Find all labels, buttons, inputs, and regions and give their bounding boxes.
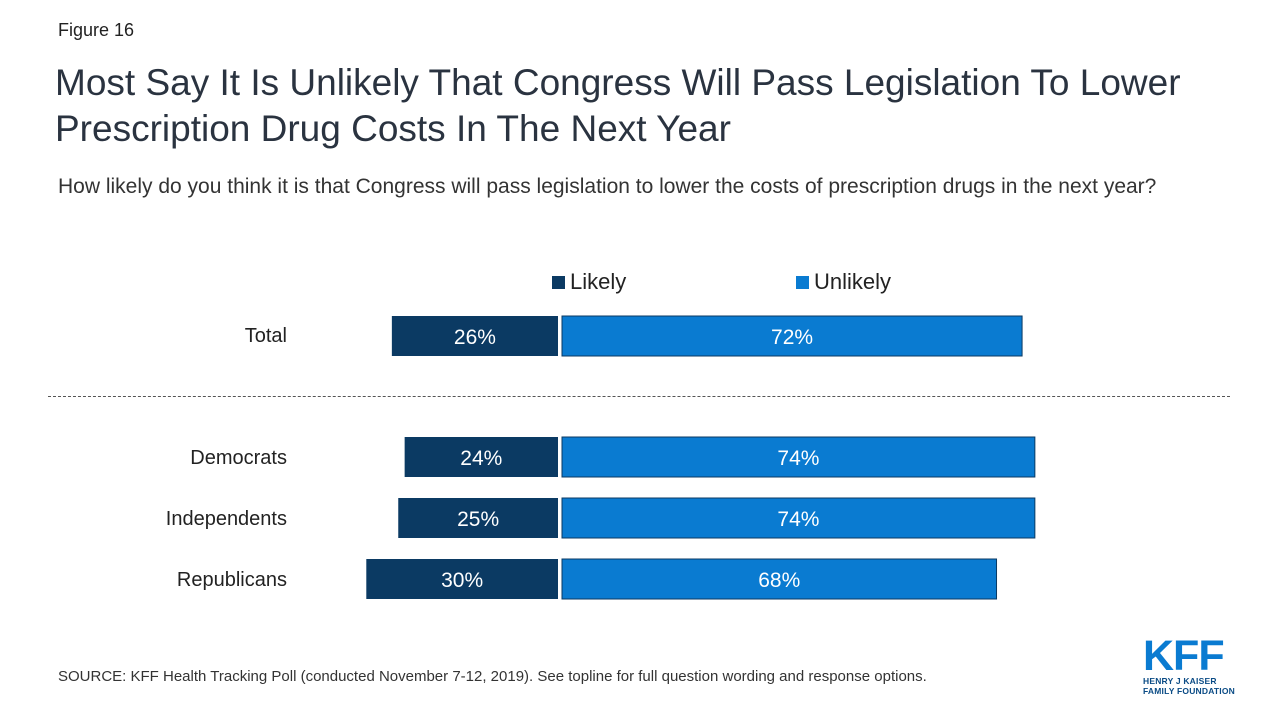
logo-mark: KFF xyxy=(1143,632,1225,680)
legend-item-likely: Likely xyxy=(552,269,626,295)
label-unlikely-republicans: 68% xyxy=(758,569,800,592)
legend-item-unlikely: Unlikely xyxy=(796,269,891,295)
figure-label: Figure 16 xyxy=(58,20,135,40)
logo-line-1: HENRY J KAISER xyxy=(1143,676,1217,686)
legend: Likely Unlikely xyxy=(0,269,1280,299)
label-likely-democrats: 24% xyxy=(460,447,502,470)
kff-logo: KFF HENRY J KAISER FAMILY FOUNDATION xyxy=(1143,632,1238,698)
label-likely-independents: 25% xyxy=(457,508,499,531)
bar-unlikely-total xyxy=(561,315,1023,357)
bar-likely-independents xyxy=(398,498,558,538)
bar-unlikely-democrats xyxy=(561,436,1036,478)
label-likely-republicans: 30% xyxy=(441,569,483,592)
legend-swatch-likely xyxy=(552,275,565,289)
legend-label-likely: Likely xyxy=(570,269,627,294)
row-label-democrats: Democrats xyxy=(190,447,287,469)
label-likely-total: 26% xyxy=(454,326,496,349)
row-label-total: Total xyxy=(244,325,287,347)
group-divider xyxy=(48,396,1230,397)
bar-unlikely-independents xyxy=(561,497,1036,539)
bar-likely-republicans xyxy=(366,559,558,599)
chart-title: Most Say It Is Unlikely That Congress Wi… xyxy=(55,62,1181,149)
chart-subtitle: How likely do you think it is that Congr… xyxy=(58,175,1157,198)
row-label-republicans: Republicans xyxy=(176,569,287,591)
legend-swatch-unlikely xyxy=(796,275,809,289)
bar-likely-democrats xyxy=(404,437,558,477)
bar-likely-total xyxy=(391,316,558,356)
logo-line-2: FAMILY FOUNDATION xyxy=(1143,686,1236,696)
source-note: SOURCE: KFF Health Tracking Poll (conduc… xyxy=(58,668,927,685)
bar-unlikely-republicans xyxy=(561,558,998,600)
legend-label-unlikely: Unlikely xyxy=(814,269,892,294)
label-unlikely-democrats: 74% xyxy=(777,447,819,470)
label-unlikely-total: 72% xyxy=(771,326,813,349)
row-label-independents: Independents xyxy=(165,508,287,530)
label-unlikely-independents: 74% xyxy=(777,508,819,531)
